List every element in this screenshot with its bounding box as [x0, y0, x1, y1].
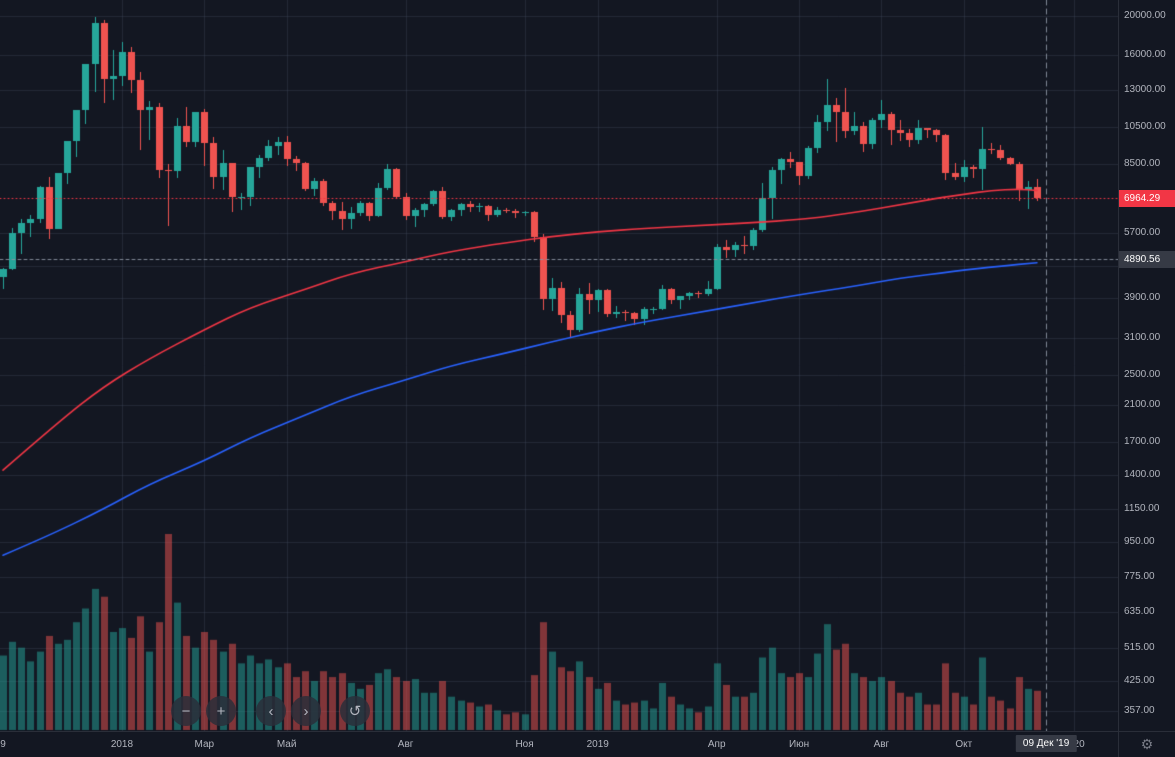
scroll-right-button[interactable]: ›: [291, 696, 321, 726]
zoom-out-button[interactable]: −: [171, 696, 201, 726]
price-chart-pane[interactable]: [0, 0, 1118, 731]
reset-icon: ↺: [348, 702, 362, 720]
price-axis-label: 10500.00: [1124, 121, 1166, 133]
price-axis-label: 425.00: [1124, 674, 1155, 686]
time-axis-label: Апр: [707, 739, 726, 750]
time-axis-label: Ноя: [515, 739, 534, 750]
time-axis-label: 2019: [586, 739, 609, 750]
price-axis-label: 13000.00: [1124, 84, 1166, 96]
time-axis-label: Май: [276, 739, 297, 750]
scroll-left-button[interactable]: ‹: [256, 696, 286, 726]
chevron-right-icon: ›: [303, 702, 309, 720]
time-axis-label: 2018: [110, 739, 134, 750]
time-axis-label: Окт: [955, 739, 973, 750]
reset-chart-button[interactable]: ↺: [340, 696, 370, 726]
time-axis-label: Мар: [194, 739, 215, 750]
price-axis-label: 16000.00: [1124, 48, 1166, 60]
price-axis-label: 1400.00: [1124, 469, 1161, 481]
time-axis-label: Авг: [873, 739, 890, 750]
minus-icon: −: [181, 702, 191, 720]
price-axis-label: 635.00: [1124, 605, 1155, 617]
plus-icon: +: [216, 702, 226, 720]
gear-icon: ⚙: [1140, 736, 1154, 752]
price-scale-settings-button[interactable]: ⚙: [1118, 731, 1175, 757]
price-axis-label: 775.00: [1124, 571, 1155, 583]
price-axis-label: 950.00: [1124, 536, 1155, 547]
time-axis[interactable]: 09 Дек '19 9 2018 Мар Май Авг Ноя 2019 Апр Июн Ав…: [0, 731, 1118, 757]
price-axis-label: 515.00: [1124, 641, 1155, 653]
price-axis-label: 357.00: [1124, 704, 1155, 716]
last-price-badge: 6964.29: [1119, 189, 1175, 207]
time-axis-label: 9: [0, 739, 6, 750]
time-axis-label: Авг: [397, 739, 414, 750]
price-axis-label: 3900.00: [1124, 292, 1161, 304]
crosshair-price-badge: 4890.56: [1119, 250, 1175, 268]
chevron-left-icon: ‹: [268, 702, 274, 720]
zoom-in-button[interactable]: +: [206, 696, 236, 726]
crosshair-time-badge: 09 Дек '19: [1015, 735, 1077, 752]
time-axis-label: Июн: [788, 739, 810, 750]
price-axis-label: 1150.00: [1124, 503, 1160, 515]
price-axis[interactable]: 6964.29 4890.56 20000.00 16000.00 13000.00…: [1118, 0, 1175, 731]
price-axis-label: 8500.00: [1124, 157, 1161, 169]
price-axis-label: 2500.00: [1124, 368, 1161, 380]
price-axis-label: 5700.00: [1124, 226, 1161, 238]
price-axis-label: 3100.00: [1124, 331, 1161, 343]
price-axis-label: 20000.00: [1124, 10, 1166, 21]
price-axis-label: 2100.00: [1124, 399, 1161, 411]
price-axis-label: 1700.00: [1124, 435, 1161, 447]
